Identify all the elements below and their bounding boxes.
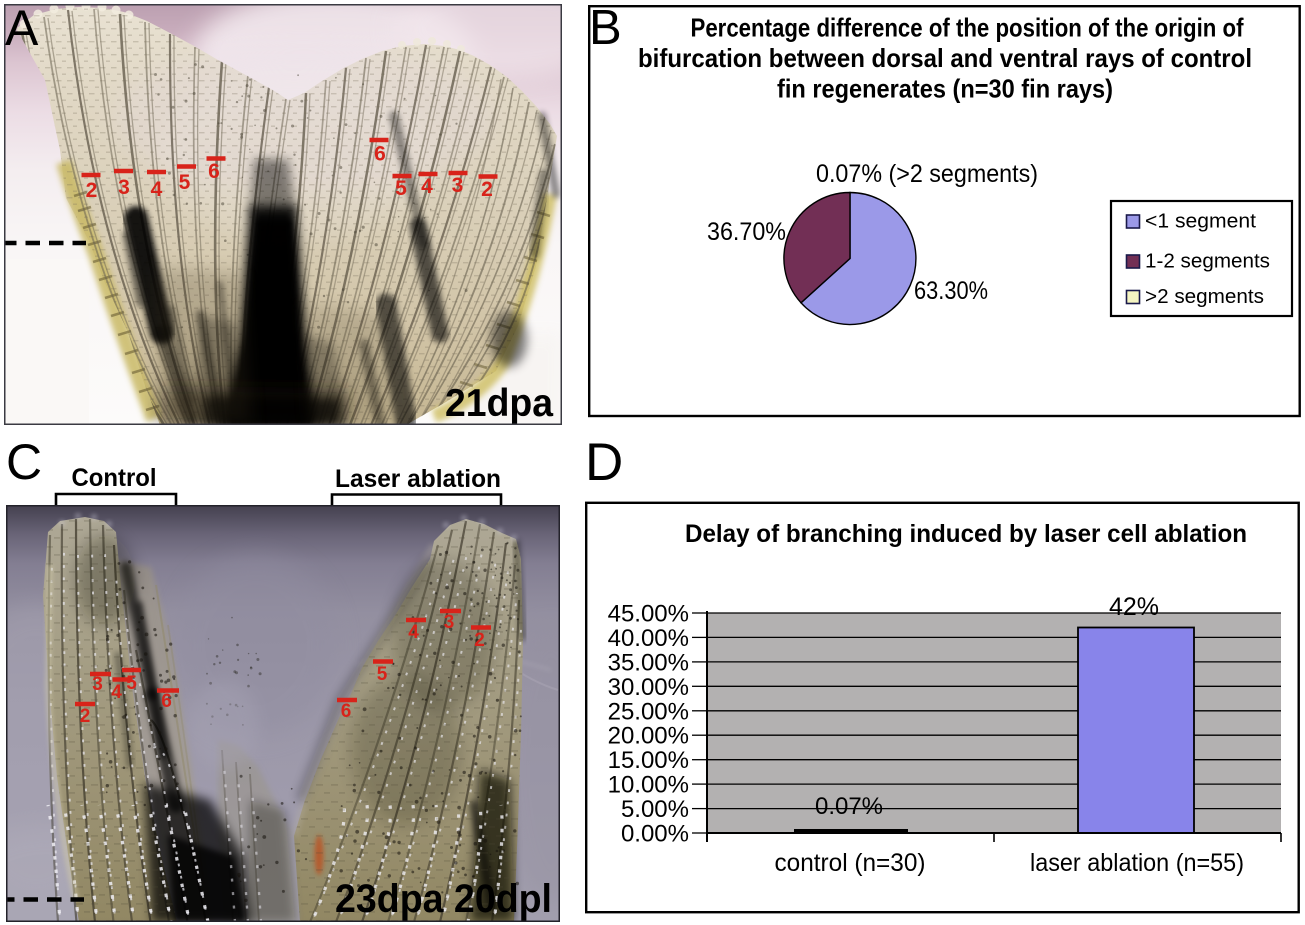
svg-text:10.00%: 10.00% bbox=[608, 772, 689, 799]
svg-text:6: 6 bbox=[208, 160, 220, 183]
svg-text:63.30%: 63.30% bbox=[914, 277, 988, 305]
svg-text:>2 segments: >2 segments bbox=[1145, 286, 1264, 308]
svg-text:4: 4 bbox=[111, 682, 122, 703]
svg-text:4: 4 bbox=[421, 175, 433, 198]
svg-text:3: 3 bbox=[118, 176, 130, 199]
svg-text:5: 5 bbox=[179, 171, 191, 194]
svg-text:0.07% (>2 segments): 0.07% (>2 segments) bbox=[816, 160, 1038, 188]
svg-text:23dpa 20dpl: 23dpa 20dpl bbox=[335, 877, 552, 921]
svg-text:B: B bbox=[589, 1, 622, 55]
svg-text:20.00%: 20.00% bbox=[608, 723, 689, 750]
svg-text:5: 5 bbox=[126, 673, 137, 694]
svg-text:A: A bbox=[5, 0, 39, 56]
svg-text:15.00%: 15.00% bbox=[608, 747, 689, 774]
svg-text:21dpa: 21dpa bbox=[445, 382, 553, 425]
svg-text:3: 3 bbox=[92, 674, 103, 695]
svg-text:35.00%: 35.00% bbox=[608, 649, 689, 676]
svg-text:5.00%: 5.00% bbox=[621, 796, 689, 823]
svg-text:1-2 segments: 1-2 segments bbox=[1145, 251, 1270, 273]
svg-text:Control: Control bbox=[72, 464, 157, 492]
svg-text:3: 3 bbox=[444, 612, 455, 633]
svg-text:3: 3 bbox=[452, 174, 464, 197]
svg-text:40.00%: 40.00% bbox=[608, 625, 689, 652]
svg-text:control (n=30): control (n=30) bbox=[775, 849, 926, 877]
svg-text:2: 2 bbox=[86, 179, 98, 202]
svg-text:2: 2 bbox=[481, 178, 493, 201]
svg-text:36.70%: 36.70% bbox=[707, 218, 786, 246]
svg-text:laser ablation (n=55): laser ablation (n=55) bbox=[1030, 849, 1244, 877]
svg-text:6: 6 bbox=[161, 691, 172, 712]
svg-text:bifurcation between dorsal and: bifurcation between dorsal and ventral r… bbox=[638, 43, 1252, 73]
svg-text:Percentage difference of the p: Percentage difference of the position of… bbox=[691, 13, 1244, 43]
svg-text:0.07%: 0.07% bbox=[815, 793, 883, 820]
svg-text:4: 4 bbox=[408, 622, 419, 643]
svg-text:5: 5 bbox=[377, 664, 388, 685]
svg-text:<1 segment: <1 segment bbox=[1145, 211, 1256, 233]
svg-text:45.00%: 45.00% bbox=[608, 601, 689, 628]
svg-text:25.00%: 25.00% bbox=[608, 698, 689, 725]
svg-text:6: 6 bbox=[374, 143, 386, 166]
svg-text:C: C bbox=[6, 434, 42, 490]
svg-text:2: 2 bbox=[474, 630, 485, 651]
svg-text:Delay of branching induced by: Delay of branching induced by laser cell… bbox=[685, 520, 1247, 548]
svg-text:D: D bbox=[585, 433, 623, 492]
svg-text:0.00%: 0.00% bbox=[621, 821, 689, 848]
svg-text:42%: 42% bbox=[1109, 593, 1159, 621]
svg-text:6: 6 bbox=[341, 701, 352, 722]
svg-text:fin regenerates (n=30 fin rays: fin regenerates (n=30 fin rays) bbox=[777, 74, 1113, 104]
svg-text:30.00%: 30.00% bbox=[608, 674, 689, 701]
svg-text:Laser ablation: Laser ablation bbox=[335, 465, 501, 493]
svg-text:5: 5 bbox=[395, 177, 407, 200]
svg-text:4: 4 bbox=[151, 178, 163, 201]
svg-text:2: 2 bbox=[80, 706, 91, 727]
